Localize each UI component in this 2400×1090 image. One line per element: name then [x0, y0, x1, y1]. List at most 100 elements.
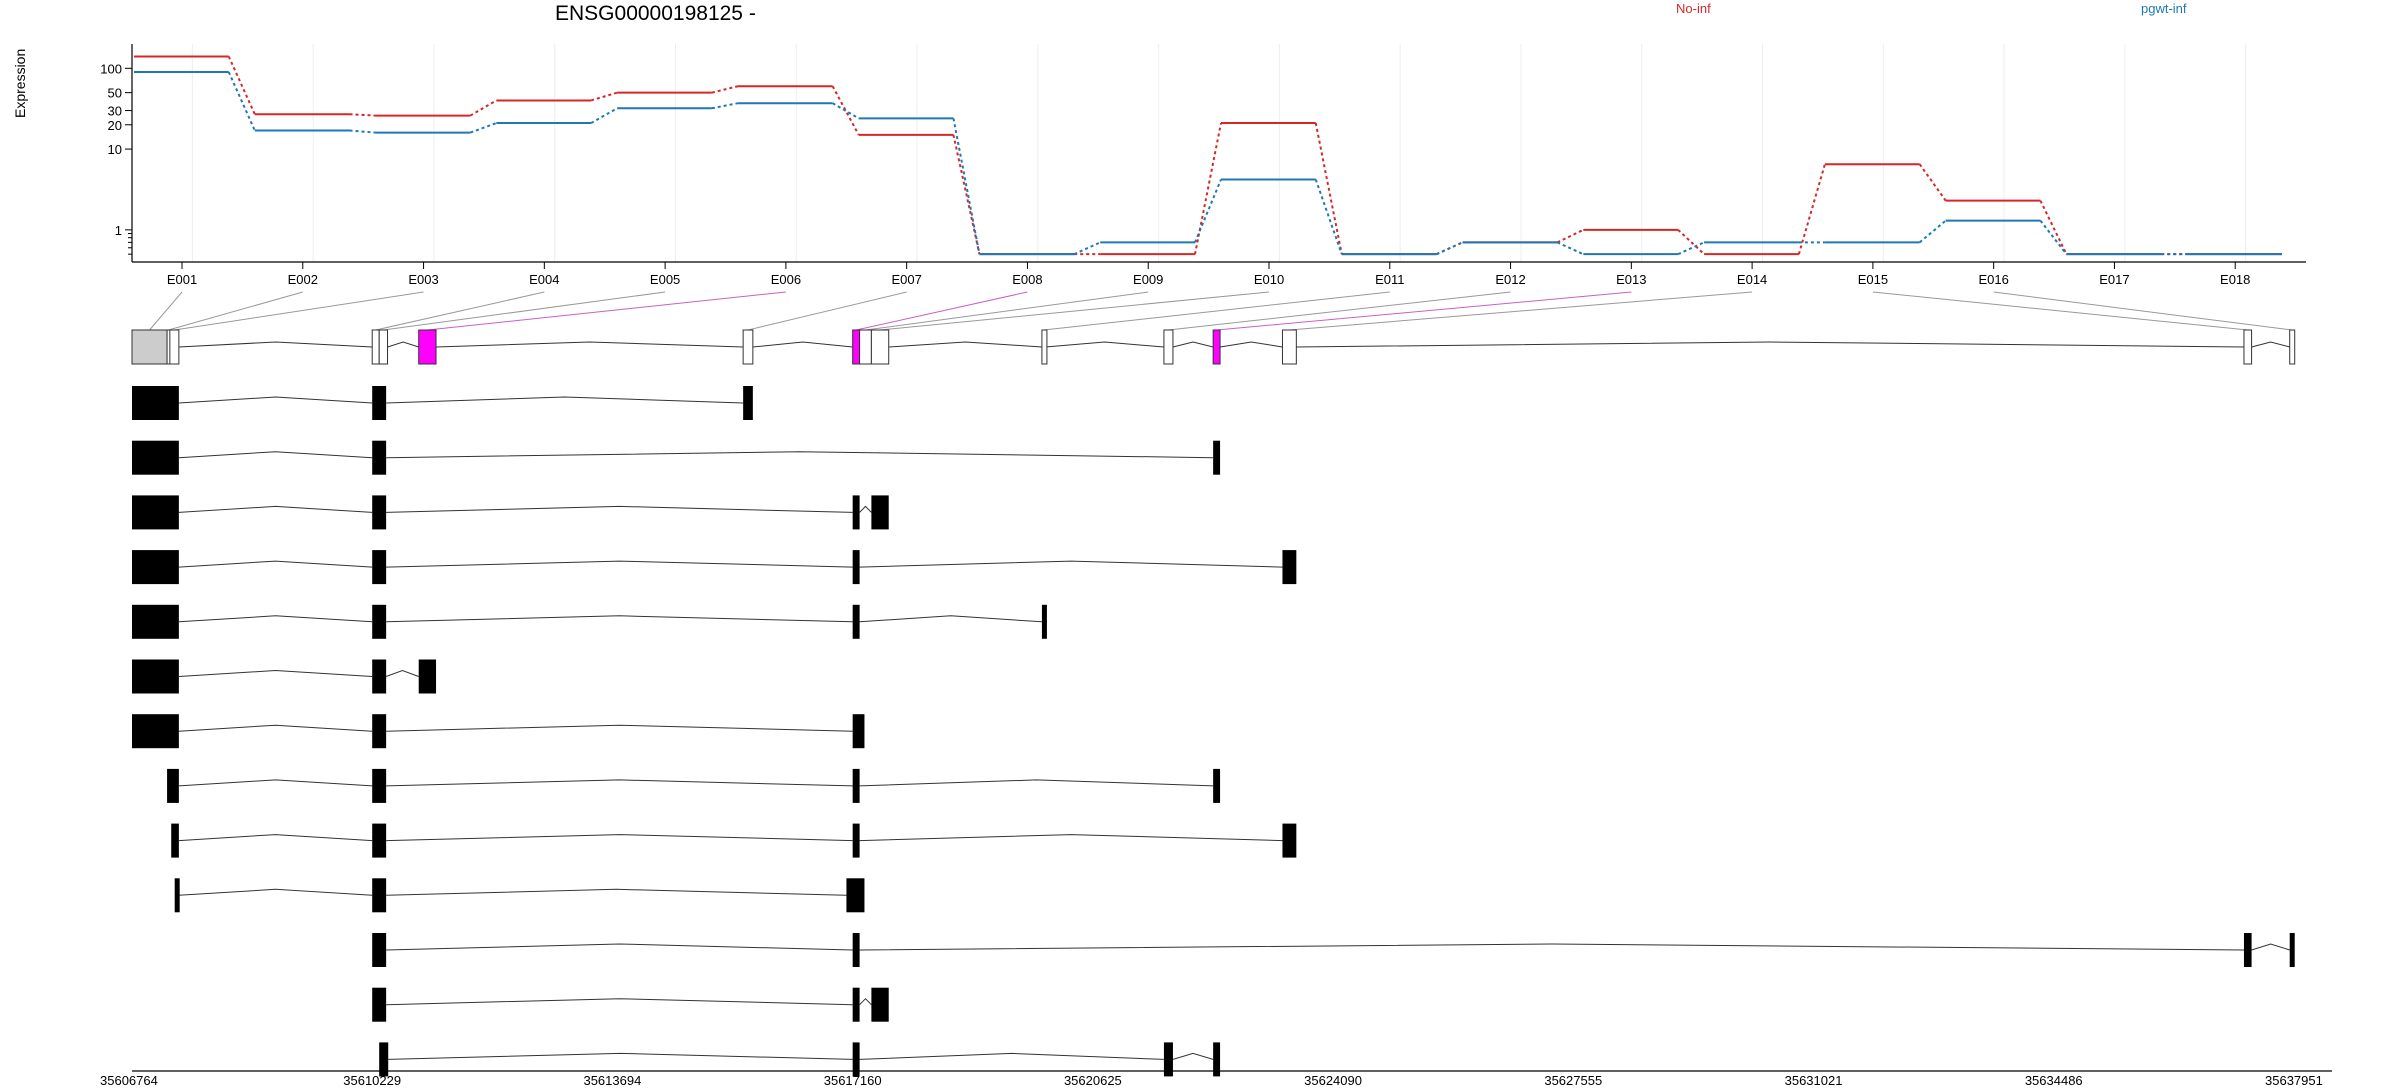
transcript-intron — [178, 560, 373, 568]
data-connector — [832, 102, 860, 120]
transcript-1 — [132, 386, 753, 420]
data-connector — [2039, 220, 2068, 255]
transcript-intron — [2251, 943, 2290, 951]
transcript-exon — [372, 550, 387, 585]
exon-link-line — [168, 291, 303, 331]
gene-intron — [1296, 341, 2244, 348]
transcript-exon — [1041, 604, 1047, 639]
transcript-exon — [852, 933, 860, 967]
exon-link-line — [174, 291, 424, 331]
transcript-exon — [372, 604, 387, 639]
gene-exon-e004 — [371, 329, 380, 365]
gene-intron — [387, 341, 419, 348]
x-tick-label: E013 — [1616, 272, 1646, 287]
transcript-exon — [372, 714, 387, 749]
x-tick-label: E015 — [1858, 272, 1888, 287]
exon-link-line — [856, 291, 1028, 331]
transcript-exon — [372, 987, 387, 1022]
transcript-intron — [386, 451, 1214, 459]
transcript-intron — [178, 724, 373, 732]
transcript-exon — [852, 987, 860, 1022]
gene-exon-e014 — [1281, 329, 1297, 365]
transcript-intron — [178, 505, 373, 513]
y-tick-label: 30 — [108, 104, 122, 119]
gene-exon-e003 — [169, 329, 180, 365]
data-connector — [1314, 122, 1343, 255]
transcript-intron — [859, 779, 1214, 787]
exon-link-line — [1043, 291, 1390, 331]
data-connector — [590, 91, 618, 102]
transcript-exon — [174, 878, 180, 913]
gene-exon-e005 — [378, 329, 389, 365]
transcript-intron — [386, 615, 853, 623]
x-tick-label: E007 — [891, 272, 921, 287]
gene-exon-e007 — [742, 329, 754, 365]
transcript-5 — [132, 604, 1047, 639]
transcript-intron — [859, 505, 872, 513]
transcript-exon — [132, 714, 179, 749]
data-connector — [227, 71, 256, 131]
transcript-intron — [859, 997, 872, 1006]
data-connector — [1556, 241, 1584, 256]
exon-link-line — [1289, 291, 1753, 331]
x-tick-label: E014 — [1737, 272, 1767, 287]
gene-intron — [2251, 341, 2290, 348]
genomic-tick-label: 35617160 — [824, 1073, 882, 1088]
transcript-exon — [1282, 823, 1297, 858]
transcript-intron — [178, 669, 373, 677]
transcript-11 — [372, 933, 2295, 967]
x-tick-label: E003 — [408, 272, 438, 287]
y-tick-label: 1 — [115, 223, 122, 238]
transcript-intron — [859, 560, 1283, 568]
transcript-exon — [1213, 440, 1221, 475]
transcript-exon — [1282, 550, 1297, 585]
genomic-tick-label: 35610229 — [343, 1073, 401, 1088]
transcript-intron — [178, 451, 373, 459]
transcript-intron — [859, 834, 1283, 842]
exon-link-line — [383, 291, 666, 331]
transcript-intron — [386, 888, 847, 896]
data-connector — [1073, 241, 1101, 256]
transcript-exon — [2243, 933, 2252, 967]
data-connector — [227, 56, 256, 115]
x-tick-label: E017 — [2099, 272, 2129, 287]
exon-link-line — [1993, 291, 2292, 331]
transcript-intron — [388, 1052, 853, 1060]
data-connector — [1436, 241, 1463, 256]
transcript-exon — [2289, 933, 2295, 967]
transcript-7 — [132, 714, 865, 749]
gene-exon-e011 — [1041, 329, 1048, 365]
transcript-exon — [852, 1042, 860, 1077]
exon-link-line — [149, 291, 183, 331]
transcript-exon — [379, 1042, 389, 1077]
transcript-exon — [743, 386, 753, 420]
transcript-exon — [372, 933, 387, 967]
gene-exon-e001 — [131, 329, 168, 365]
gene-intron — [1172, 341, 1214, 348]
data-connector — [1194, 122, 1222, 255]
transcript-2 — [132, 440, 1221, 475]
transcript-intron — [386, 560, 853, 568]
transcript-exon — [372, 768, 387, 803]
transcript-exon — [132, 495, 179, 530]
transcript-intron — [178, 888, 373, 896]
transcript-intron — [178, 396, 373, 404]
gene-exon-e013 — [1212, 329, 1221, 365]
transcript-exon — [132, 440, 179, 475]
exon-link-line — [375, 291, 545, 331]
transcript-exon — [372, 386, 387, 420]
gene-exon-e015 — [2243, 329, 2253, 365]
x-tick-label: E016 — [1978, 272, 2008, 287]
transcript-intron — [385, 669, 419, 677]
gene-exon-e009 — [859, 329, 872, 365]
transcript-exon — [1163, 1042, 1173, 1077]
transcript-intron — [178, 615, 373, 623]
data-connector — [711, 85, 739, 94]
transcript-exon — [132, 604, 179, 639]
transcript-9 — [171, 823, 1297, 858]
transcript-exon — [372, 823, 387, 858]
transcript-intron — [859, 943, 2244, 951]
data-connector — [1918, 163, 1947, 202]
transcript-intron — [386, 834, 853, 842]
